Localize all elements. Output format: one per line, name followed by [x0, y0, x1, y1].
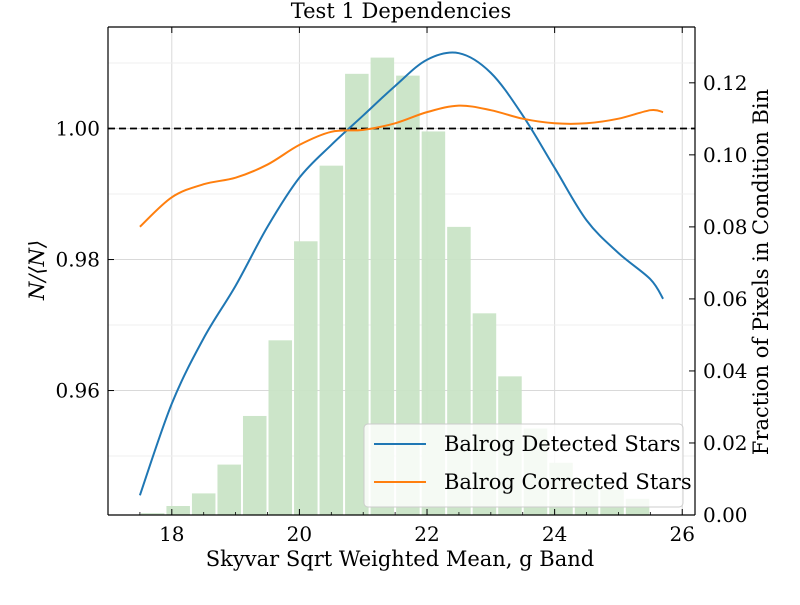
histogram-bar [140, 513, 165, 515]
series-lines [138, 51, 664, 496]
y2-axis-title: Fraction of Pixels in Condition Bin [749, 89, 773, 455]
y2-tick-label: 0.12 [703, 71, 748, 95]
x-tick-label: 20 [287, 522, 312, 546]
legend-label: Balrog Detected Stars [444, 432, 681, 456]
series-line-corrected [139, 104, 664, 228]
x-tick-label: 26 [670, 522, 695, 546]
tick-labels: 18 20 22 24 26 0.96 0.98 1.00 0.00 0.02 0.04 0.06 0.… [55, 71, 747, 546]
y-tick-label: 0.98 [55, 248, 100, 272]
histogram-bar [166, 505, 190, 515]
histogram-bar [319, 165, 344, 515]
x-axis-title: Skyvar Sqrt Weighted Mean, g Band [206, 547, 594, 571]
y2-tick-label: 0.04 [703, 359, 748, 383]
y-tick-label: 0.96 [55, 379, 100, 403]
legend-label: Balrog Corrected Stars [444, 470, 692, 494]
y2-tick-label: 0.08 [703, 215, 748, 239]
y-axis-title: N/⟨N⟩ [25, 240, 49, 301]
y2-tick-label: 0.10 [703, 143, 748, 167]
axes [107, 26, 696, 516]
y2-tick-label: 0.00 [703, 503, 748, 527]
histogram-bar [242, 415, 267, 515]
series-line-detected [138, 51, 664, 496]
legend: Balrog Detected Stars Balrog Corrected St… [363, 423, 692, 508]
y2-tick-label: 0.02 [703, 431, 748, 455]
histogram-bar [294, 241, 318, 515]
y2-tick-label: 0.06 [703, 287, 748, 311]
histogram-bar [421, 131, 446, 515]
histogram-bar [396, 75, 420, 515]
legend-box [363, 423, 684, 508]
histogram-bar [268, 340, 293, 515]
x-tick-label: 18 [159, 522, 184, 546]
histogram-bar [345, 73, 369, 516]
x-tick-label: 24 [542, 522, 567, 546]
tick-marks [108, 27, 695, 516]
x-tick-label: 22 [414, 522, 439, 546]
histogram-bar [217, 464, 241, 515]
chart-title: Test 1 Dependencies [291, 0, 511, 23]
y-tick-label: 1.00 [55, 117, 100, 141]
histogram-bar [191, 493, 216, 515]
histogram-bar [370, 57, 395, 515]
